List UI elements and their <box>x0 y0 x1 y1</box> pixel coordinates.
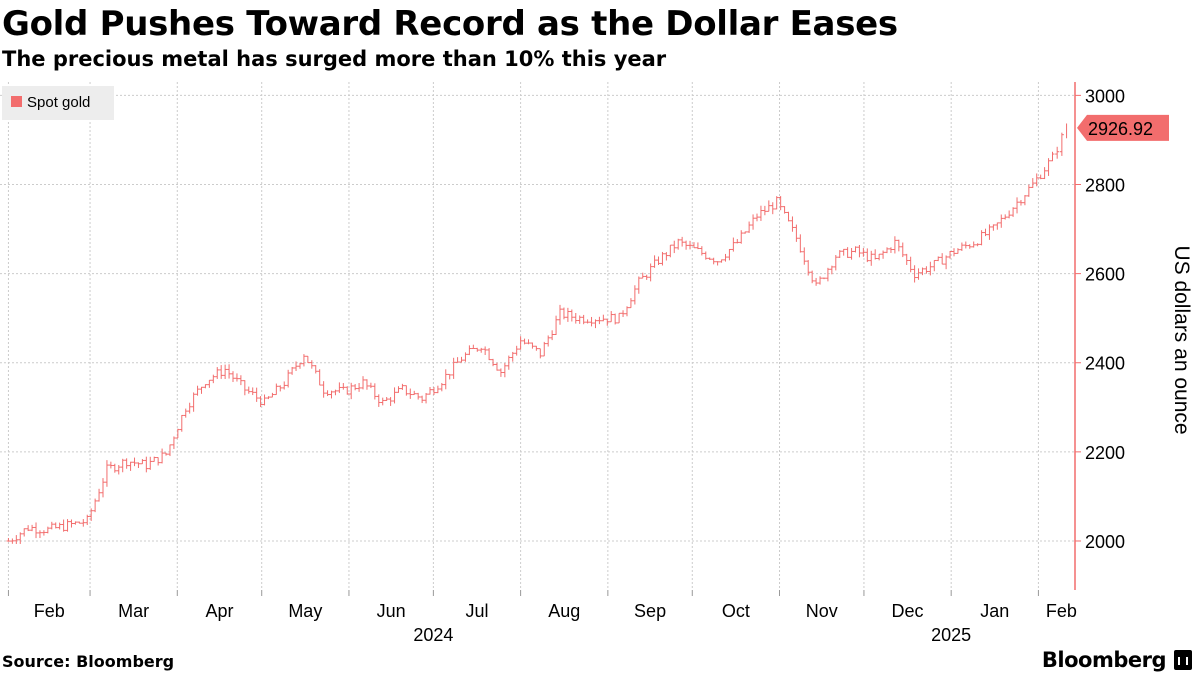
x-tick-label: Oct <box>722 601 750 621</box>
legend-label-spot-gold: Spot gold <box>27 94 90 111</box>
x-tick-label: Jul <box>465 601 488 621</box>
gridlines <box>0 82 1075 590</box>
year-label: 2024 <box>413 625 453 645</box>
legend-swatch <box>11 96 22 107</box>
x-tick-label: Apr <box>205 601 233 621</box>
x-tick-label: Dec <box>892 601 924 621</box>
x-tick-label: Aug <box>548 601 580 621</box>
y-tick-label: 2800 <box>1085 175 1125 195</box>
legend: Spot gold <box>2 86 114 120</box>
last-value-label: 2926.92 <box>1077 114 1169 141</box>
y-axis: 2000 2200 2400 2600 2800 3000 <box>1074 82 1125 590</box>
x-tick-label: Feb <box>1046 601 1077 621</box>
x-tick-label: Sep <box>634 601 666 621</box>
y-tick-label: 3000 <box>1085 86 1125 106</box>
x-tick-label: Nov <box>806 601 838 621</box>
last-value-tag <box>1077 114 1169 141</box>
y-tick-label: 2600 <box>1085 265 1125 285</box>
x-tick-label: Jan <box>980 601 1009 621</box>
source-note: Source: Bloomberg <box>2 652 175 671</box>
x-axis: Feb Mar Apr May Jun Jul Aug Sep Oct Nov Dec Jan Feb 2… <box>7 590 1077 645</box>
bloomberg-terminal-icon <box>1174 650 1192 670</box>
x-tick-label: Jun <box>377 601 406 621</box>
x-tick-label: Feb <box>34 601 65 621</box>
last-value-text: 2926.92 <box>1088 119 1153 139</box>
y-tick-label: 2000 <box>1085 532 1125 552</box>
x-tick-label: May <box>288 601 322 621</box>
chart-subtitle: The precious metal has surged more than … <box>2 47 667 71</box>
chart-title: Gold Pushes Toward Record as the Dollar … <box>2 4 898 44</box>
x-tick-label: Mar <box>118 601 149 621</box>
y-tick-label: 2400 <box>1085 354 1125 374</box>
y-axis-label: US dollars an ounce <box>1170 245 1193 434</box>
bloomberg-logo: Bloomberg <box>1041 648 1167 672</box>
year-label: 2025 <box>931 625 971 645</box>
series-spot-gold <box>6 123 1068 544</box>
y-tick-label: 2200 <box>1085 443 1125 463</box>
